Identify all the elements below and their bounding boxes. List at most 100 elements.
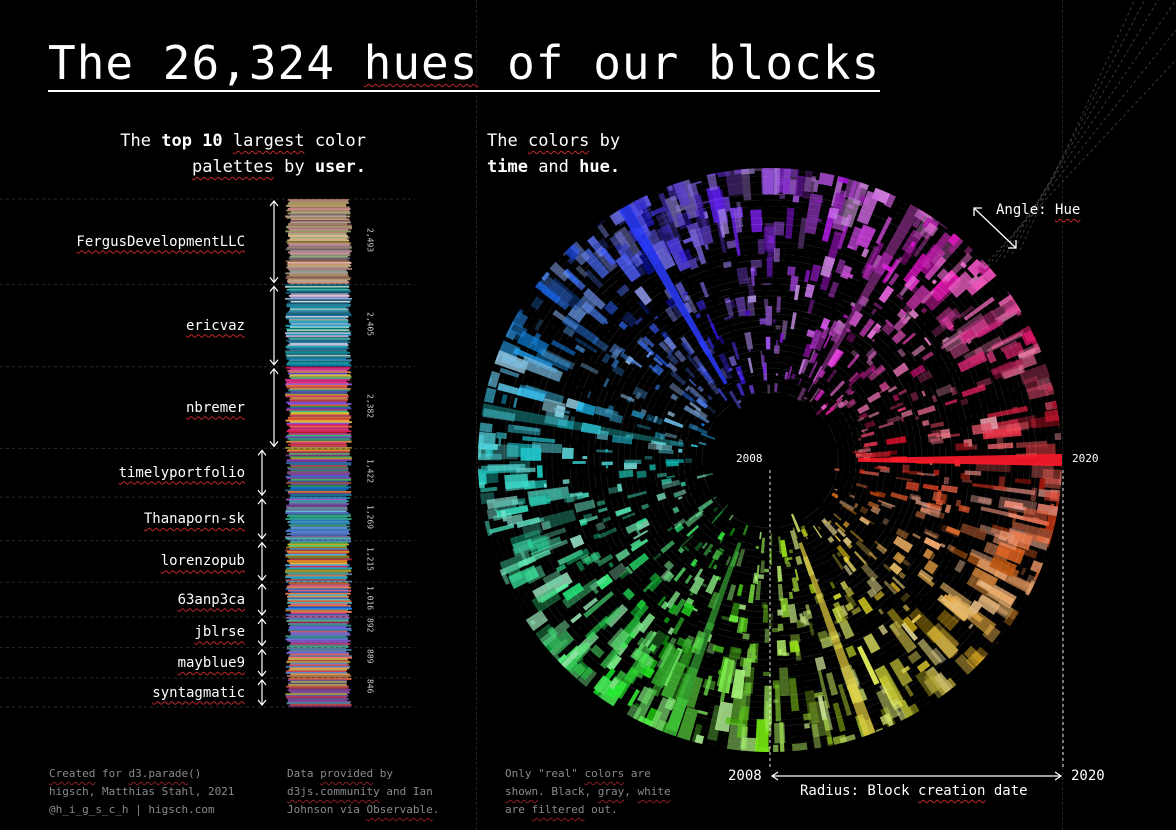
color-arc: [673, 181, 691, 208]
color-arc: [636, 470, 647, 479]
color-arc: [724, 169, 744, 196]
palette-color-line: [290, 676, 349, 679]
color-arc: [644, 455, 653, 460]
center-year-label: 2008: [736, 452, 763, 465]
color-arc: [1014, 478, 1032, 485]
color-arc: [534, 280, 562, 304]
color-arc: [570, 612, 583, 624]
color-arc: [625, 565, 634, 575]
color-arc: [845, 645, 857, 658]
color-arc: [887, 450, 898, 455]
color-arc: [850, 349, 860, 358]
color-arc: [763, 298, 769, 307]
color-arc: [899, 308, 907, 316]
palette-color-line: [285, 353, 348, 356]
color-arc: [706, 173, 719, 191]
color-arc: [737, 399, 742, 404]
palette-color-line: [285, 392, 348, 395]
palette-color-line: [288, 561, 348, 564]
palette-color-line: [290, 469, 348, 472]
palette-color-line: [290, 445, 347, 448]
color-arc: [540, 520, 552, 531]
color-arc: [859, 505, 869, 515]
radial-color-arcs: [477, 168, 1062, 752]
color-arc: [897, 389, 908, 396]
color-arc: [762, 604, 769, 623]
color-arc: [620, 393, 636, 403]
color-arc: [915, 669, 940, 697]
color-arc: [761, 355, 765, 363]
color-arc: [924, 256, 947, 281]
color-arc: [960, 261, 967, 269]
palette-color-line: [290, 368, 350, 371]
color-arc: [780, 539, 788, 558]
color-arc: [567, 243, 581, 258]
palette-color-line: [287, 597, 348, 600]
palette-color-line: [285, 530, 349, 532]
color-arc: [855, 482, 868, 489]
palette-color-line: [287, 389, 350, 392]
palette-color-line: [287, 556, 350, 559]
color-arc: [667, 627, 675, 636]
palette-color-line: [287, 697, 349, 700]
range-arrow: [269, 285, 279, 366]
color-arc: [478, 481, 485, 489]
color-arc: [569, 534, 585, 549]
color-arc: [998, 294, 1014, 307]
color-arc: [580, 427, 584, 431]
palette-color-line: [286, 246, 352, 249]
palette-strip-fergusdevelopmentllc: [285, 199, 352, 285]
color-arc: [667, 185, 674, 192]
color-arc: [608, 562, 628, 581]
color-arc: [930, 509, 946, 520]
palette-color-line: [290, 632, 350, 635]
color-arc: [595, 573, 614, 590]
palette-color-line: [285, 291, 350, 294]
color-arc: [1050, 503, 1055, 509]
color-arc: [670, 393, 679, 401]
color-arc: [891, 698, 907, 722]
palette-color-line: [290, 703, 352, 706]
color-arc: [500, 354, 523, 369]
color-arc: [999, 340, 1018, 353]
color-arc: [489, 523, 515, 534]
color-arc: [990, 358, 1024, 376]
palette-color-line: [289, 236, 350, 239]
color-arc: [910, 472, 915, 476]
color-arc: [764, 568, 769, 573]
color-arc: [804, 269, 811, 283]
palette-color-line: [289, 630, 348, 633]
color-arc: [825, 672, 839, 696]
color-arc: [926, 625, 959, 659]
palette-color-line: [287, 207, 351, 210]
color-arc: [703, 675, 713, 696]
color-arc: [575, 401, 596, 416]
color-arc: [666, 475, 676, 479]
color-arc: [605, 465, 609, 469]
palette-color-line: [285, 272, 349, 275]
color-arc: [823, 331, 833, 349]
color-arc: [813, 691, 824, 698]
palette-color-line: [289, 413, 350, 416]
color-arc: [927, 432, 939, 438]
color-arc: [699, 582, 707, 588]
color-arc: [898, 571, 907, 580]
color-arc: [920, 289, 935, 305]
footer-filter-note: Only "real" colors are shown. Black, gra…: [505, 767, 671, 816]
color-arc: [739, 726, 749, 749]
color-arc: [875, 216, 893, 245]
color-arc: [576, 294, 597, 315]
color-arc: [790, 513, 801, 533]
decorative-ray: [979, 59, 1176, 271]
color-arc: [877, 499, 896, 508]
color-arc: [862, 264, 876, 281]
color-arc: [966, 268, 997, 296]
palette-color-line: [290, 653, 350, 656]
palette-color-line: [288, 484, 348, 487]
color-arc: [654, 384, 661, 391]
color-arc: [713, 496, 717, 500]
color-arc: [561, 578, 601, 609]
color-arc: [725, 657, 738, 676]
palette-color-line: [288, 627, 352, 630]
range-arrow: [257, 648, 267, 677]
